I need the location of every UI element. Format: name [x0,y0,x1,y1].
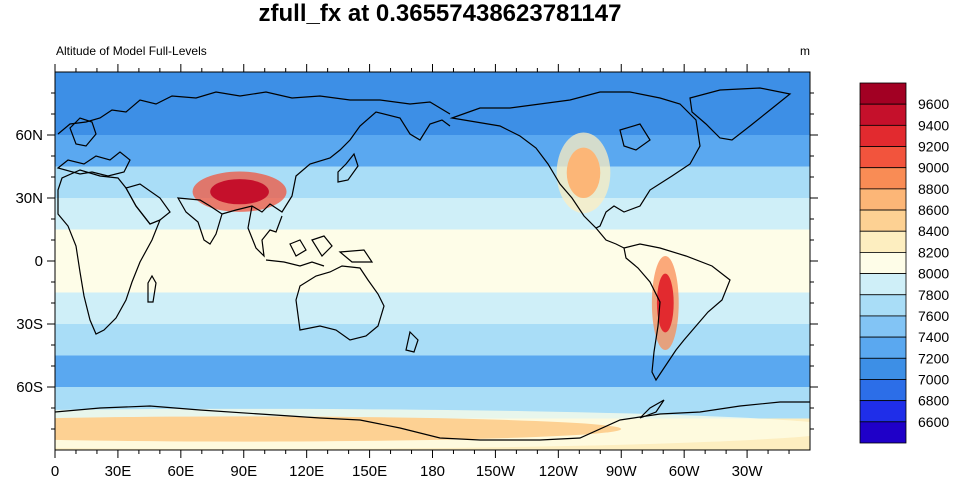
y-axis: 60N 30N 0 30S 60S [15,92,818,430]
units-label: m [800,44,810,58]
colorbar-label: 7800 [918,287,949,303]
latitude-band [55,324,810,356]
coastline-arabia [125,183,171,225]
chart-subtitle: Altitude of Model Full-Levels [56,44,207,58]
colorbar-label: 8800 [918,181,949,197]
x-axis: 0 30E 60E 90E 120E 150E 180 150W 120W 90W 60W 30W [51,64,790,480]
x-tick-label: 60E [167,463,194,480]
colorbar-label: 9000 [918,160,949,176]
terrain-features [55,132,810,450]
coastline-europe [56,151,131,177]
coastline-antarctic-peninsula [639,399,665,419]
coastline-antarctica [55,401,810,441]
coastline-africa [57,169,162,335]
coastline-south-america [623,243,731,382]
coastline-central-america [595,227,625,249]
colorbar-swatch [859,146,907,169]
coastline-new-zealand [405,330,419,353]
terrain-feature [566,147,601,198]
colorbar-swatch [859,124,907,147]
colorbar-label: 8200 [918,244,949,260]
coastline-madagascar [147,274,157,303]
colorbar-label: 7600 [918,308,949,324]
coastline-north-america [449,91,701,229]
x-tick-label: 30E [105,463,132,480]
latitude-band [55,229,810,261]
colorbar-label: 8000 [918,266,949,282]
latitude-band [55,292,810,324]
y-tick-label: 30N [15,190,43,207]
coastline-australia [295,265,385,341]
latitude-band [55,166,810,198]
x-tick-label: 90W [606,463,638,480]
latitude-band [55,355,810,387]
x-tick-label: 150W [476,463,516,480]
colorbar-label: 8600 [918,202,949,218]
coastline-indonesia [265,235,374,267]
x-tick-label: 180 [420,463,445,480]
colorbar-swatch [859,294,907,317]
y-tick-label: 30S [16,316,43,333]
colorbar-label: 9400 [918,117,949,133]
colorbar: 9600 9400 9200 9000 8800 8600 8400 8200 8000 7800… [859,82,949,444]
colorbar-swatch [859,188,907,211]
chart-title: zfull_fx at 0.36557438623781147 [259,0,622,27]
colorbar-label: 9200 [918,139,949,155]
map-panel [55,72,810,450]
x-tick-label: 0 [51,463,59,480]
coastlines [55,87,810,441]
y-tick-label: 60S [16,379,43,396]
x-tick-label: 90E [230,463,257,480]
colorbar-label: 7400 [918,329,949,345]
colorbar-swatch [859,273,907,296]
x-tick-label: 60W [669,463,701,480]
x-tick-label: 150E [352,463,387,480]
colorbar-label: 9600 [918,96,949,112]
coastline-indochina [247,205,283,258]
coastline-eurasia-north [57,91,451,135]
terrain-feature [55,416,622,442]
colorbar-swatch [859,400,907,423]
colorbar-swatch [859,82,907,105]
coastline-scandinavia [69,117,97,147]
x-tick-label: 30W [732,463,764,480]
colorbar-swatch [859,252,907,274]
colorbar-label: 6600 [918,414,949,430]
colorbar-label: 7200 [918,350,949,366]
colorbar-swatch [859,336,907,359]
coastline-hudson-bay [619,123,651,151]
colorbar-swatch [859,357,907,380]
colorbar-label: 6800 [918,393,949,409]
colorbar-swatch [859,421,907,444]
coastline-asia-east [221,111,451,215]
coastline-india [176,197,223,245]
latitude-band [55,103,810,135]
colorbar-swatch [859,167,907,190]
coastline-japan [337,152,359,183]
x-tick-label: 120W [539,463,579,480]
coastline-greenland [689,87,792,141]
y-tick-label: 60N [15,127,43,144]
colorbar-swatch [859,379,907,402]
latitude-band [55,72,810,104]
colorbar-swatch [859,103,907,126]
colorbar-swatch [859,315,907,338]
colorbar-swatch [859,209,907,232]
latitude-band [55,135,810,167]
colorbar-label: 7000 [918,371,949,387]
terrain-feature [656,273,674,333]
latitude-band [55,261,810,293]
y-tick-label: 0 [35,253,43,270]
terrain-feature [210,179,269,205]
colorbar-label: 8400 [918,223,949,239]
colorbar-swatch [859,230,907,253]
x-tick-label: 120E [289,463,324,480]
